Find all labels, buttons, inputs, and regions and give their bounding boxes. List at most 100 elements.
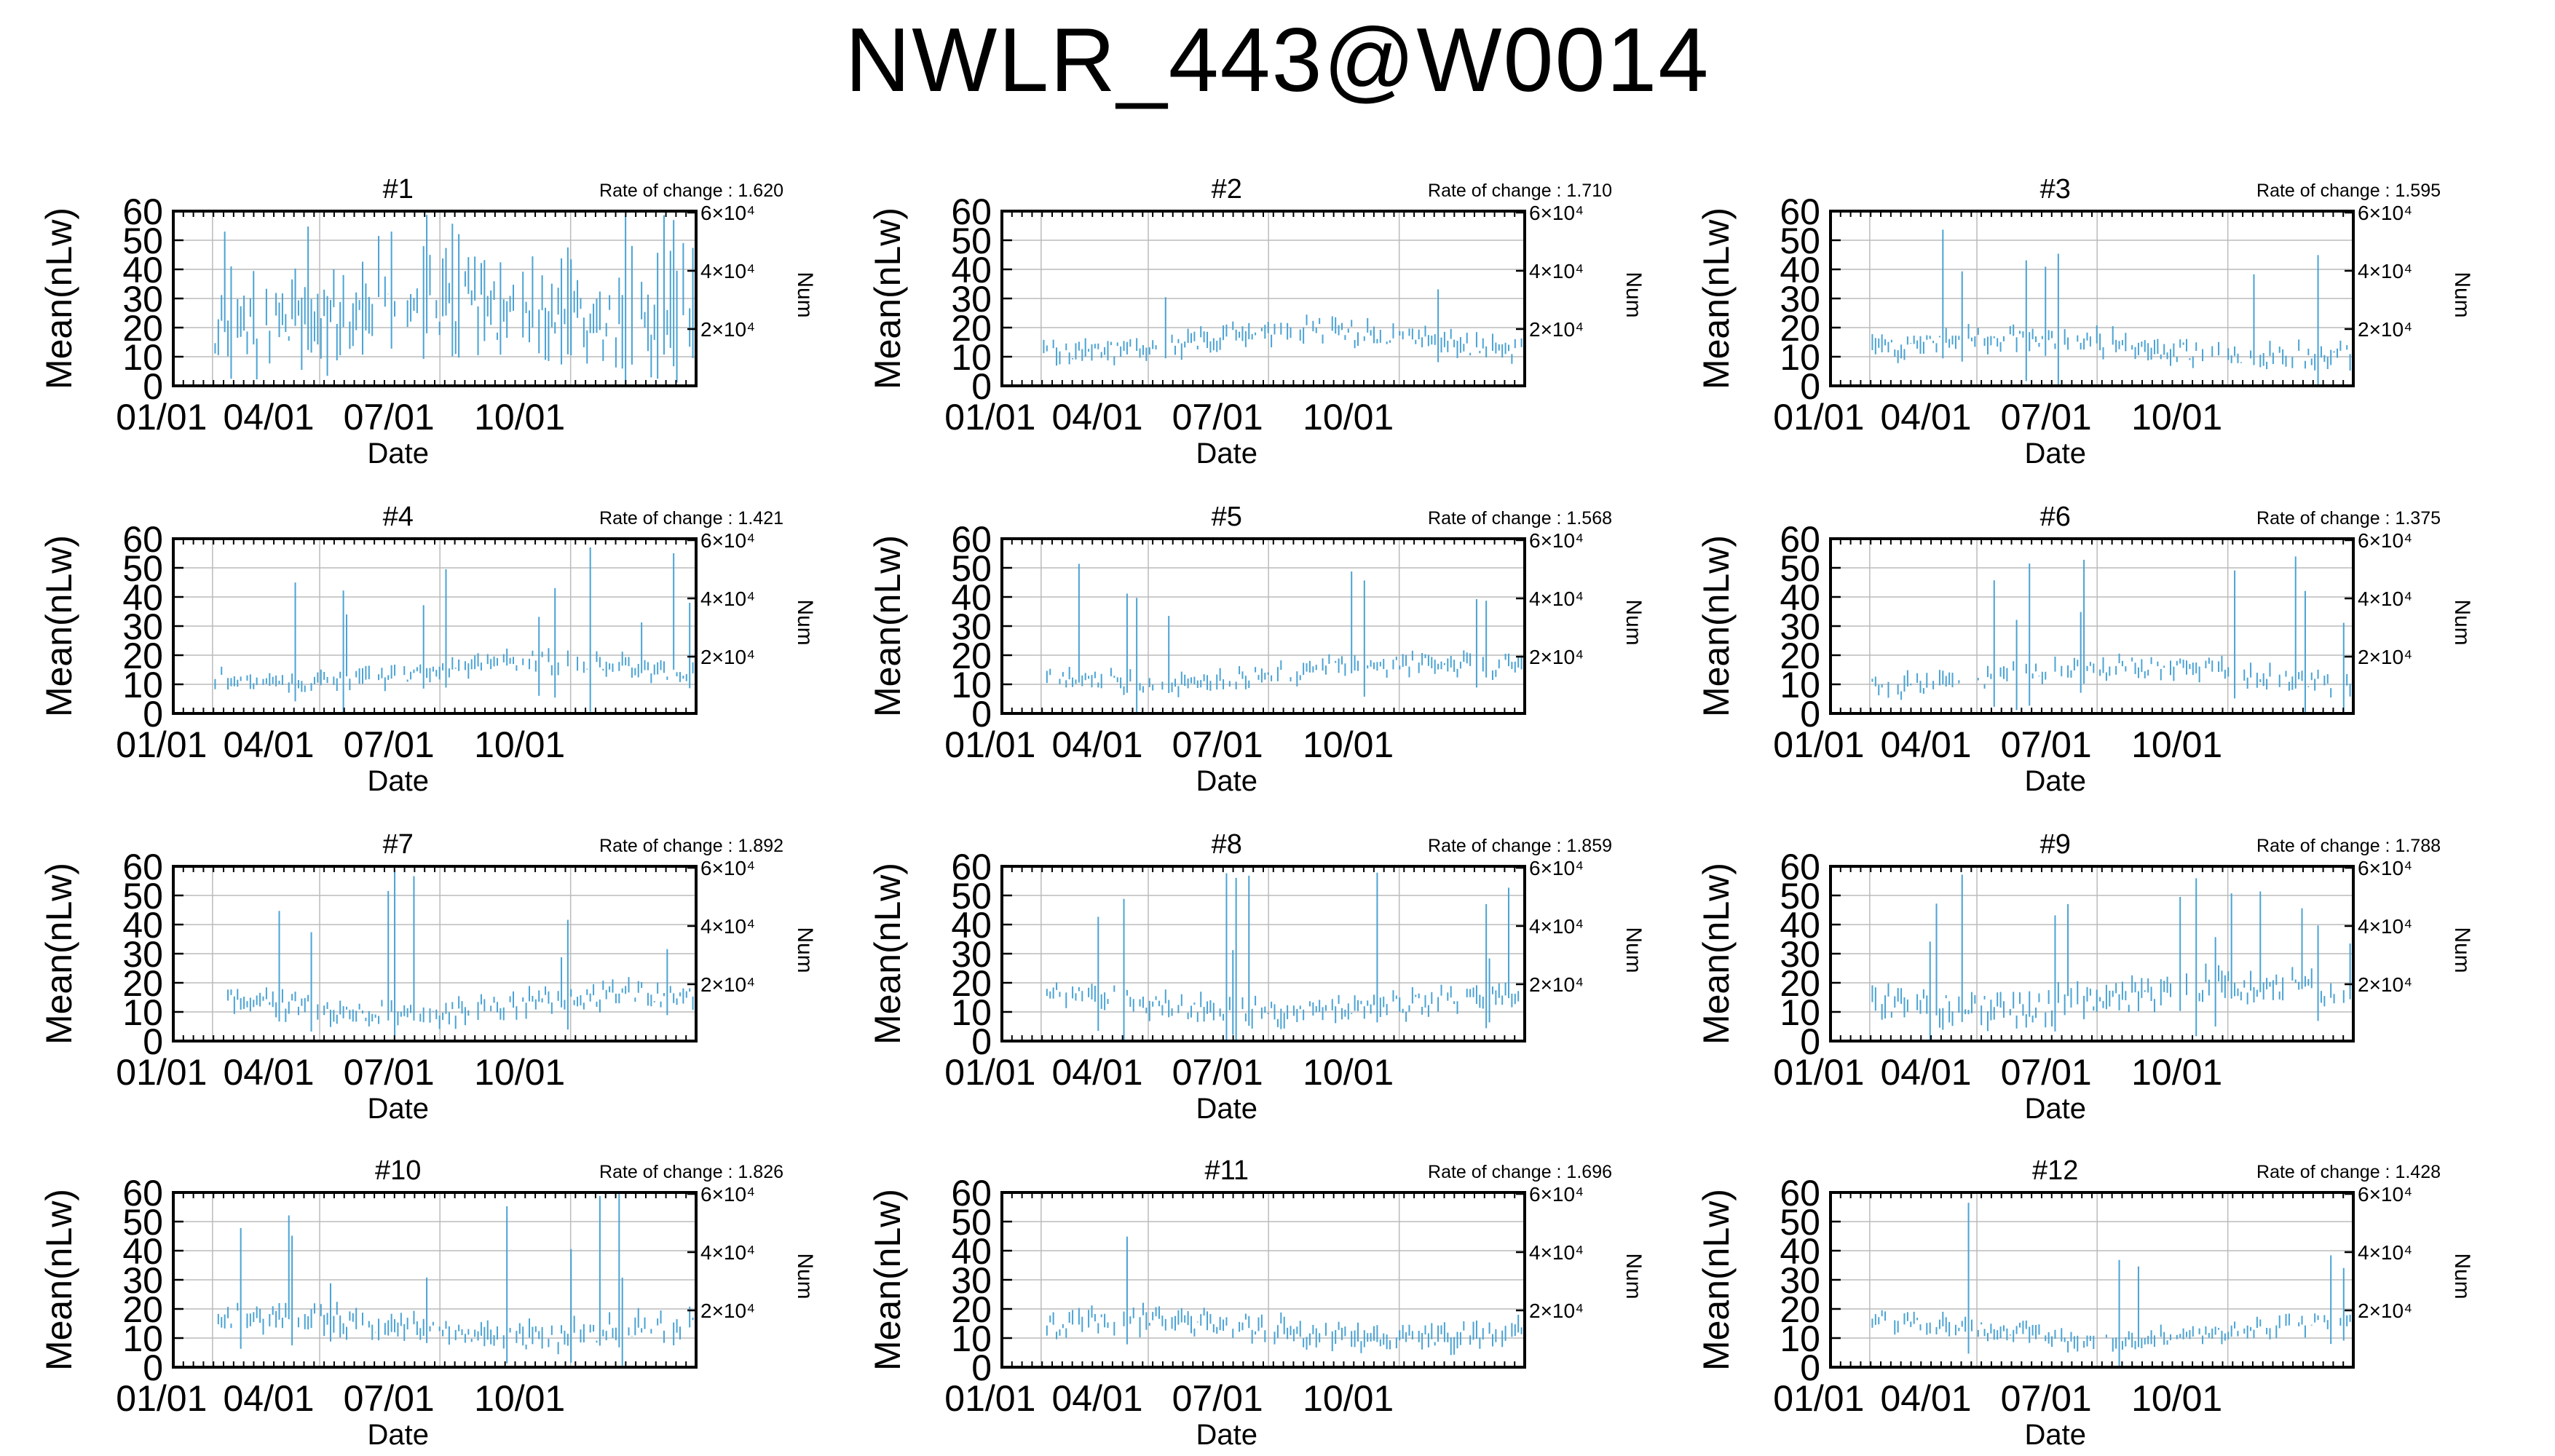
y-tick-label: 50 [951,221,992,261]
y-tick-label: 40 [951,1231,992,1272]
y2-tick-label: 6×10⁴ [1529,202,1584,224]
y-tick-label: 20 [1780,636,1820,676]
y-tick-label: 40 [122,1231,163,1272]
y2-tick-label: 2×10⁴ [700,646,755,668]
y-tick-label: 40 [951,577,992,618]
subplot-title: #1 [383,174,414,205]
y-tick-label: 10 [951,337,992,378]
y-tick-label: 10 [122,337,163,378]
y2-tick-label: 6×10⁴ [2358,529,2412,552]
subplot-title: #2 [1212,174,1242,205]
y-tick-label: 0 [971,1348,992,1388]
y2-tick-label: 6×10⁴ [2358,1183,2412,1206]
y-axis-label: Mean(nLw) [39,1189,79,1371]
y-tick-label: 50 [951,548,992,589]
x-axis-label: Date [1196,438,1257,470]
x-axis-label: Date [367,1093,429,1125]
x-axis-label: Date [367,438,429,470]
x-tick-label: 10/01 [1303,1378,1394,1419]
rate-of-change: Rate of change : 1.696 [1428,1162,1612,1182]
y-axis-label: Mean(nLw) [39,863,79,1045]
x-axis-label: Date [1196,765,1257,797]
y2-axis-label: Num [2450,272,2474,317]
y2-tick-label: 6×10⁴ [1529,1183,1584,1206]
subplot-title: #9 [2040,829,2071,860]
x-axis-label: Date [1196,1419,1257,1451]
y-tick-label: 60 [951,191,992,232]
y-tick-label: 20 [122,308,163,349]
y-tick-label: 0 [1800,366,1820,407]
x-axis-label: Date [367,765,429,797]
y2-tick-label: 6×10⁴ [1529,857,1584,879]
y2-tick-label: 4×10⁴ [2358,915,2412,938]
y2-tick-label: 2×10⁴ [2358,318,2412,341]
x-tick-label: 10/01 [2131,1052,2222,1093]
y2-tick-label: 4×10⁴ [2358,1241,2412,1264]
y-tick-label: 20 [122,1289,163,1330]
y-tick-label: 0 [1800,1348,1820,1388]
y-tick-label: 60 [122,519,163,560]
x-tick-label: 01/01 [944,1052,1035,1093]
y-tick-label: 40 [1780,905,1820,946]
y-tick-label: 40 [951,250,992,290]
y-tick-label: 60 [951,1173,992,1214]
x-tick-label: 07/01 [2001,397,2092,438]
y-tick-label: 10 [122,1318,163,1359]
y-tick-label: 40 [1780,577,1820,618]
x-tick-label: 07/01 [2001,1052,2092,1093]
y2-tick-label: 6×10⁴ [700,202,755,224]
subplot-title: #12 [2032,1155,2078,1186]
x-tick-label: 04/01 [223,1378,314,1419]
y-tick-label: 20 [122,963,163,1004]
x-tick-label: 01/01 [116,724,207,765]
y-tick-label: 20 [1780,308,1820,349]
y2-tick-label: 2×10⁴ [1529,318,1584,341]
subplot-title: #3 [2040,174,2071,205]
y-tick-label: 40 [122,250,163,290]
y-tick-label: 20 [951,636,992,676]
x-tick-label: 01/01 [1773,1378,1864,1419]
y-tick-label: 30 [122,279,163,320]
rate-of-change: Rate of change : 1.788 [2256,836,2441,856]
x-tick-label: 10/01 [2131,397,2222,438]
y-tick-label: 40 [1780,250,1820,290]
y-tick-label: 60 [122,847,163,887]
y2-tick-label: 4×10⁴ [1529,915,1584,938]
x-tick-label: 10/01 [474,1378,565,1419]
x-tick-label: 04/01 [223,397,314,438]
x-tick-label: 07/01 [1172,724,1263,765]
y-tick-label: 20 [951,963,992,1004]
y-tick-label: 50 [951,1202,992,1243]
y-axis-label: Mean(nLw) [867,535,908,717]
y2-tick-label: 2×10⁴ [700,1299,755,1322]
y-tick-label: 40 [122,577,163,618]
x-tick-label: 01/01 [116,1378,207,1419]
y-tick-label: 0 [971,366,992,407]
x-tick-label: 01/01 [944,1378,1035,1419]
x-tick-label: 01/01 [116,397,207,438]
x-axis-label: Date [2024,1093,2086,1125]
y-tick-label: 30 [951,934,992,975]
y-tick-label: 50 [122,876,163,917]
y-tick-label: 0 [143,1021,163,1062]
rate-of-change: Rate of change : 1.421 [599,508,783,529]
y2-tick-label: 2×10⁴ [1529,973,1584,996]
rate-of-change: Rate of change : 1.568 [1428,508,1612,529]
rate-of-change: Rate of change : 1.859 [1428,836,1612,856]
y2-tick-label: 2×10⁴ [700,973,755,996]
y-tick-label: 40 [951,905,992,946]
y-tick-label: 50 [1780,221,1820,261]
rate-of-change: Rate of change : 1.826 [599,1162,783,1182]
y2-axis-label: Num [1622,599,1646,645]
y2-tick-label: 6×10⁴ [700,857,755,879]
y-axis-label: Mean(nLw) [39,207,79,389]
x-tick-label: 04/01 [1051,1378,1142,1419]
y-tick-label: 60 [122,191,163,232]
x-tick-label: 07/01 [1172,1378,1263,1419]
y-axis-label: Mean(nLw) [1696,535,1737,717]
